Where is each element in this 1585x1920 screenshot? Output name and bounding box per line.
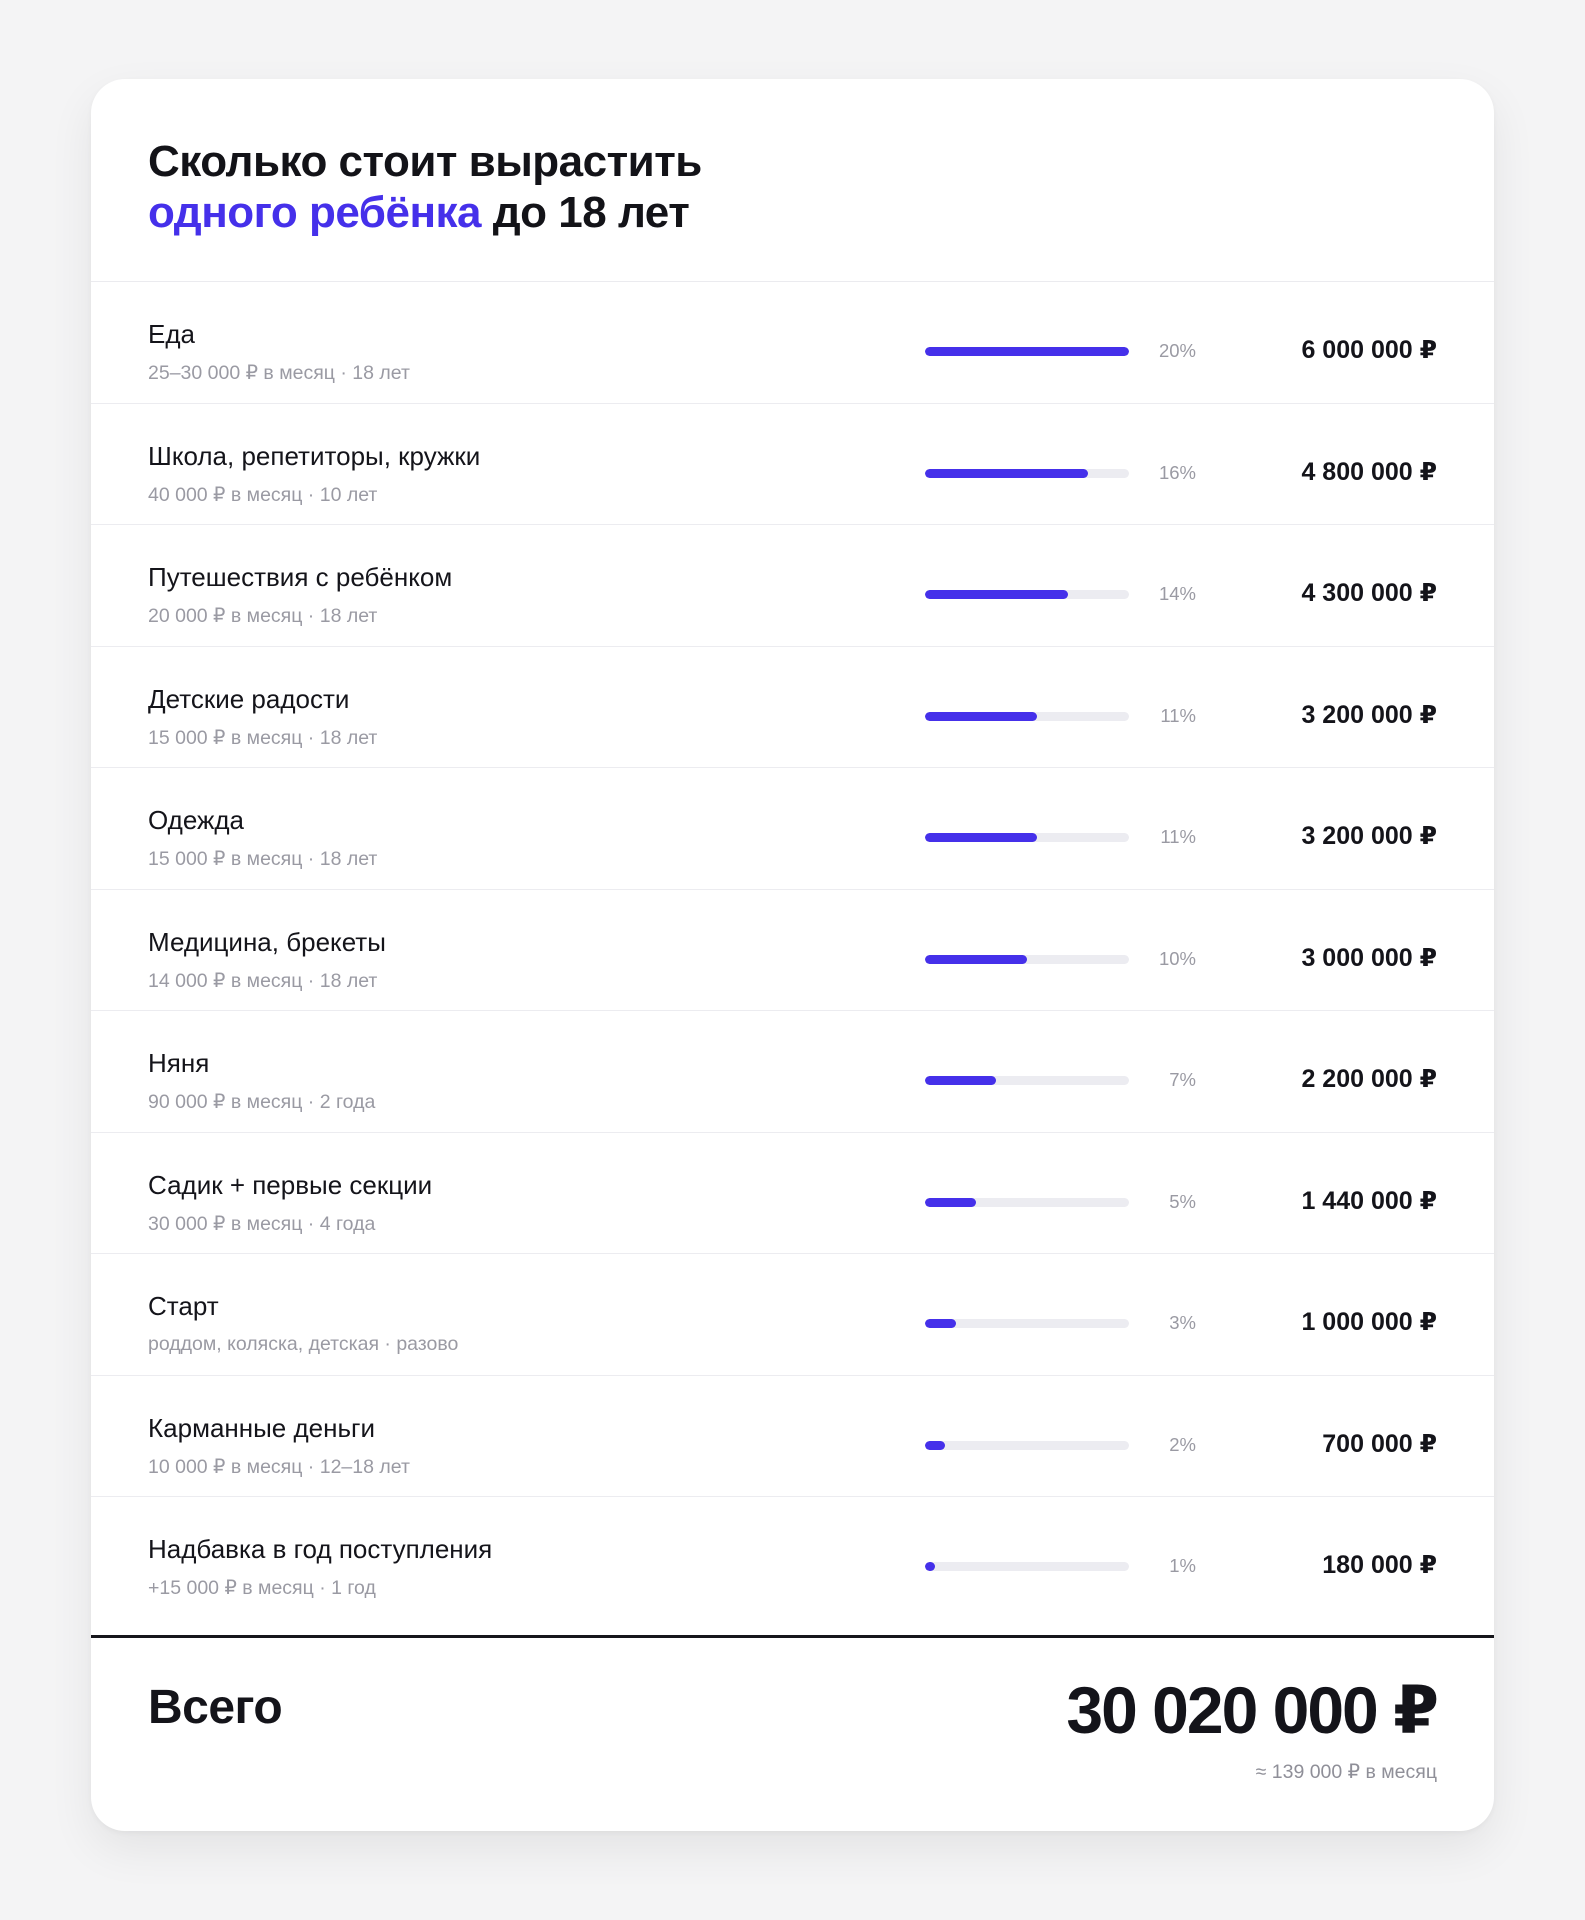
share-bar-track [925,1197,1129,1207]
expense-amount: 2 200 000 ₽ [1301,1065,1437,1093]
share-percent: 11% [1160,704,1196,726]
share-percent: 5% [1169,1190,1196,1212]
expense-name: Путешествия с ребёнком [148,562,453,592]
expense-note: роддом, коляска, детская · разово [148,1333,459,1355]
share-percent: 3% [1169,1312,1196,1333]
share-bar-track [925,1562,1129,1571]
expense-note: 10 000 ₽ в месяц · 12–18 лет [148,1455,410,1478]
list-item: Садик + первые секции 30 000 ₽ в месяц ·… [91,1133,1494,1254]
share-bar-fill [925,1076,997,1085]
expense-amount: 700 000 ₽ [1322,1429,1437,1458]
expense-amount: 3 200 000 ₽ [1301,822,1437,850]
expense-note: 15 000 ₽ в месяц · 18 лет [148,848,378,870]
expense-list: Еда 25–30 000 ₽ в месяц · 18 лет 20% 6 0… [91,282,1494,1619]
share-bar-track [925,468,1129,478]
list-item: Карманные деньги 10 000 ₽ в месяц · 12–1… [91,1376,1494,1497]
expense-name: Садик + первые секции [148,1169,433,1200]
share-bar-track [925,347,1129,356]
share-percent: 14% [1158,583,1196,604]
share-bar-fill [925,1440,946,1450]
expense-amount: 3 200 000 ₽ [1301,700,1437,729]
expense-amount: 4 300 000 ₽ [1301,579,1437,607]
expense-note: 20 000 ₽ в месяц · 18 лет [148,605,378,627]
share-bar-fill [925,1562,936,1571]
share-bar-fill [925,1319,956,1328]
expense-note: 90 000 ₽ в месяц · 2 года [148,1091,376,1113]
share-bar-track [925,711,1129,721]
list-item: Няня 90 000 ₽ в месяц · 2 года 7% 2 200 … [91,1011,1494,1133]
expense-name: Школа, репетиторы, кружки [148,440,481,471]
share-bar-fill [925,590,1068,599]
expense-note: 30 000 ₽ в месяц · 4 года [148,1212,376,1235]
expense-amount: 1 000 000 ₽ [1301,1308,1437,1336]
share-bar-track [925,1076,1129,1085]
title-accent: одного ребёнка [148,188,482,237]
expense-name: Старт [148,1291,219,1321]
expense-name: Медицина, брекеты [148,926,386,957]
card-header: Сколько стоит вырастить одного ребёнка д… [91,79,1494,282]
share-percent: 10% [1158,947,1196,969]
expense-amount: 3 000 000 ₽ [1301,943,1437,972]
cost-card: Сколько стоит вырастить одного ребёнка д… [91,79,1494,1831]
expense-note: 25–30 000 ₽ в месяц · 18 лет [148,362,410,384]
expense-name: Детские радости [148,683,350,714]
share-bar-fill [925,1197,976,1207]
title-line-1: Сколько стоит вырастить [148,137,702,186]
share-percent: 7% [1169,1069,1196,1090]
share-percent: 11% [1160,826,1196,847]
list-item: Школа, репетиторы, кружки 40 000 ₽ в мес… [91,404,1494,525]
expense-name: Карманные деньги [148,1412,376,1443]
share-bar-fill [925,468,1089,478]
share-bar-track [925,954,1129,964]
list-item: Надбавка в год поступления +15 000 ₽ в м… [91,1497,1494,1619]
share-bar-track [925,590,1129,599]
expense-name: Одежда [148,805,245,835]
share-bar-fill [925,954,1027,964]
share-percent: 16% [1158,461,1196,483]
expense-amount: 6 000 000 ₽ [1301,336,1437,364]
total-section: Всего 30 020 000 ₽ ≈ 139 000 ₽ в месяц [91,1635,1494,1831]
list-item: Еда 25–30 000 ₽ в месяц · 18 лет 20% 6 0… [91,282,1494,404]
expense-note: +15 000 ₽ в месяц · 1 год [148,1577,376,1599]
page-title: Сколько стоит вырастить одного ребёнка д… [148,136,1437,238]
expense-note: 40 000 ₽ в месяц · 10 лет [148,483,378,506]
expense-note: 14 000 ₽ в месяц · 18 лет [148,969,378,992]
expense-note: 15 000 ₽ в месяц · 18 лет [148,726,378,749]
expense-name: Еда [148,319,195,349]
total-monthly: ≈ 139 000 ₽ в месяц [1255,1761,1437,1783]
expense-amount: 180 000 ₽ [1322,1551,1437,1579]
share-bar-fill [925,833,1038,842]
list-item: Путешествия с ребёнком 20 000 ₽ в месяц … [91,525,1494,647]
share-bar-fill [925,347,1129,356]
expense-amount: 1 440 000 ₽ [1301,1186,1437,1215]
share-bar-track [925,1440,1129,1450]
list-item: Детские радости 15 000 ₽ в месяц · 18 ле… [91,647,1494,768]
expense-name: Няня [148,1048,210,1078]
share-bar-track [925,833,1129,842]
list-item: Одежда 15 000 ₽ в месяц · 18 лет 11% 3 2… [91,768,1494,890]
title-rest: до 18 лет [481,188,690,237]
list-item: Старт роддом, коляска, детская · разово … [91,1254,1494,1376]
share-percent: 1% [1169,1555,1196,1576]
share-bar-track [925,1319,1129,1328]
total-label: Всего [148,1681,283,1734]
total-value: 30 020 000 ₽ [1066,1673,1439,1747]
expense-name: Надбавка в год поступления [148,1534,493,1564]
share-bar-fill [925,711,1038,721]
share-percent: 20% [1158,340,1196,361]
share-percent: 2% [1169,1433,1196,1455]
list-item: Медицина, брекеты 14 000 ₽ в месяц · 18 … [91,890,1494,1011]
expense-amount: 4 800 000 ₽ [1301,457,1437,486]
